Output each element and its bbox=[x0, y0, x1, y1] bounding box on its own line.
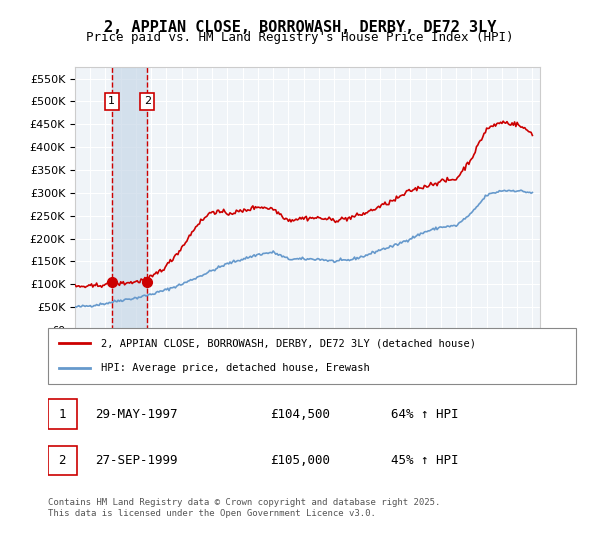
Text: HPI: Average price, detached house, Erewash: HPI: Average price, detached house, Erew… bbox=[101, 363, 370, 373]
Text: 45% ↑ HPI: 45% ↑ HPI bbox=[391, 454, 459, 467]
Text: 1: 1 bbox=[59, 408, 66, 421]
Text: £104,500: £104,500 bbox=[270, 408, 330, 421]
Text: 1: 1 bbox=[108, 96, 115, 106]
Text: 2: 2 bbox=[144, 96, 151, 106]
FancyBboxPatch shape bbox=[48, 328, 576, 384]
FancyBboxPatch shape bbox=[48, 399, 77, 429]
Text: 29-MAY-1997: 29-MAY-1997 bbox=[95, 408, 178, 421]
Bar bbox=[112, 67, 147, 330]
Text: Price paid vs. HM Land Registry's House Price Index (HPI): Price paid vs. HM Land Registry's House … bbox=[86, 31, 514, 44]
FancyBboxPatch shape bbox=[48, 446, 77, 475]
Text: 64% ↑ HPI: 64% ↑ HPI bbox=[391, 408, 459, 421]
Text: 2, APPIAN CLOSE, BORROWASH, DERBY, DE72 3LY: 2, APPIAN CLOSE, BORROWASH, DERBY, DE72 … bbox=[104, 20, 496, 35]
Text: 27-SEP-1999: 27-SEP-1999 bbox=[95, 454, 178, 467]
Text: Contains HM Land Registry data © Crown copyright and database right 2025.
This d: Contains HM Land Registry data © Crown c… bbox=[48, 498, 440, 518]
Text: £105,000: £105,000 bbox=[270, 454, 330, 467]
Text: 2, APPIAN CLOSE, BORROWASH, DERBY, DE72 3LY (detached house): 2, APPIAN CLOSE, BORROWASH, DERBY, DE72 … bbox=[101, 338, 476, 348]
Text: 2: 2 bbox=[59, 454, 66, 467]
